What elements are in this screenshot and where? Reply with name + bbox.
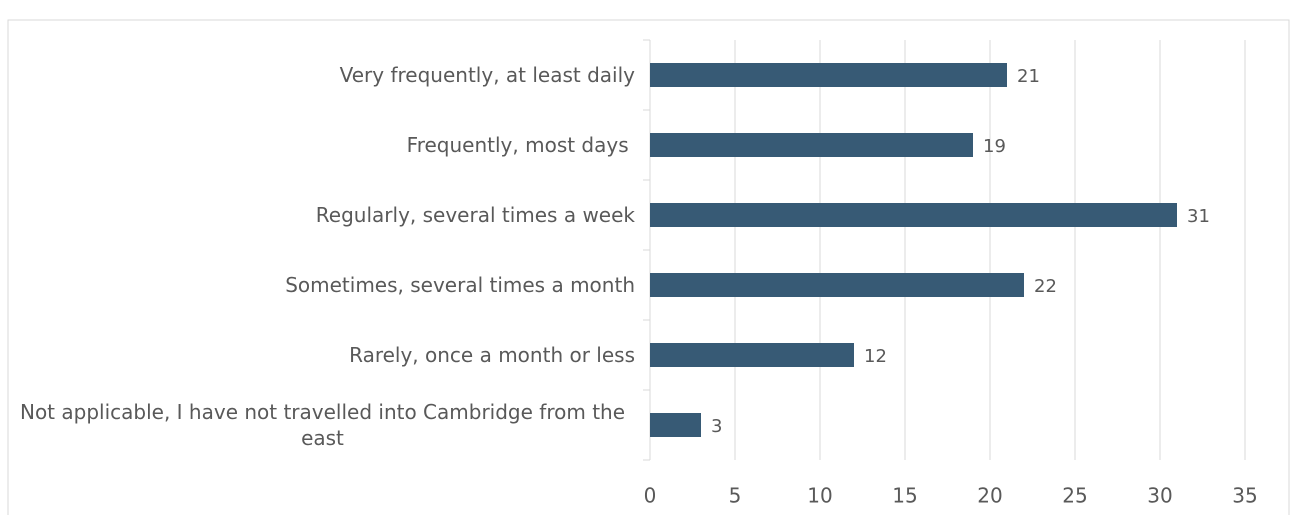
y-tick-label: Rarely, once a month or less (349, 343, 635, 367)
data-label: 19 (983, 136, 1006, 157)
x-tick-label: 10 (807, 484, 832, 508)
x-tick-label: 35 (1232, 484, 1257, 508)
y-tick-label: Sometimes, several times a month (285, 273, 635, 297)
bar (650, 343, 854, 367)
data-label: 21 (1017, 66, 1040, 87)
y-tick-label-box: Frequently, most days (10, 110, 635, 180)
data-label: 31 (1187, 206, 1210, 227)
y-tick-label: Not applicable, I have not travelled int… (19, 400, 632, 450)
y-tick-label-box: Sometimes, several times a month (10, 250, 635, 320)
x-tick-label: 25 (1062, 484, 1087, 508)
data-label: 3 (711, 416, 722, 437)
data-label: 22 (1034, 276, 1057, 297)
chart-border (7, 19, 1290, 515)
bar (650, 133, 973, 157)
x-tick-label: 20 (977, 484, 1002, 508)
bar (650, 413, 701, 437)
bar (650, 273, 1024, 297)
y-tick-label: Frequently, most days (406, 133, 635, 157)
x-tick-label: 15 (892, 484, 917, 508)
y-tick-label: Very frequently, at least daily (339, 63, 635, 87)
y-tick-label-box: Very frequently, at least daily (10, 40, 635, 110)
y-tick-label-box: Not applicable, I have not travelled int… (10, 390, 635, 460)
x-tick-label: 5 (729, 484, 742, 508)
x-tick-label: 0 (644, 484, 657, 508)
x-tick-label: 30 (1147, 484, 1172, 508)
y-tick-label-box: Rarely, once a month or less (10, 320, 635, 390)
y-tick-label-box: Regularly, several times a week (10, 180, 635, 250)
bar (650, 203, 1177, 227)
y-tick-label: Regularly, several times a week (315, 203, 635, 227)
bar (650, 63, 1007, 87)
data-label: 12 (864, 346, 887, 367)
